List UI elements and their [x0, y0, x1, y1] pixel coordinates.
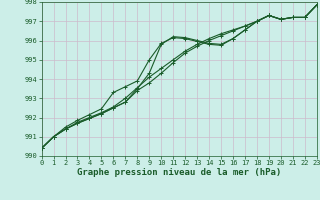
- X-axis label: Graphe pression niveau de la mer (hPa): Graphe pression niveau de la mer (hPa): [77, 168, 281, 177]
